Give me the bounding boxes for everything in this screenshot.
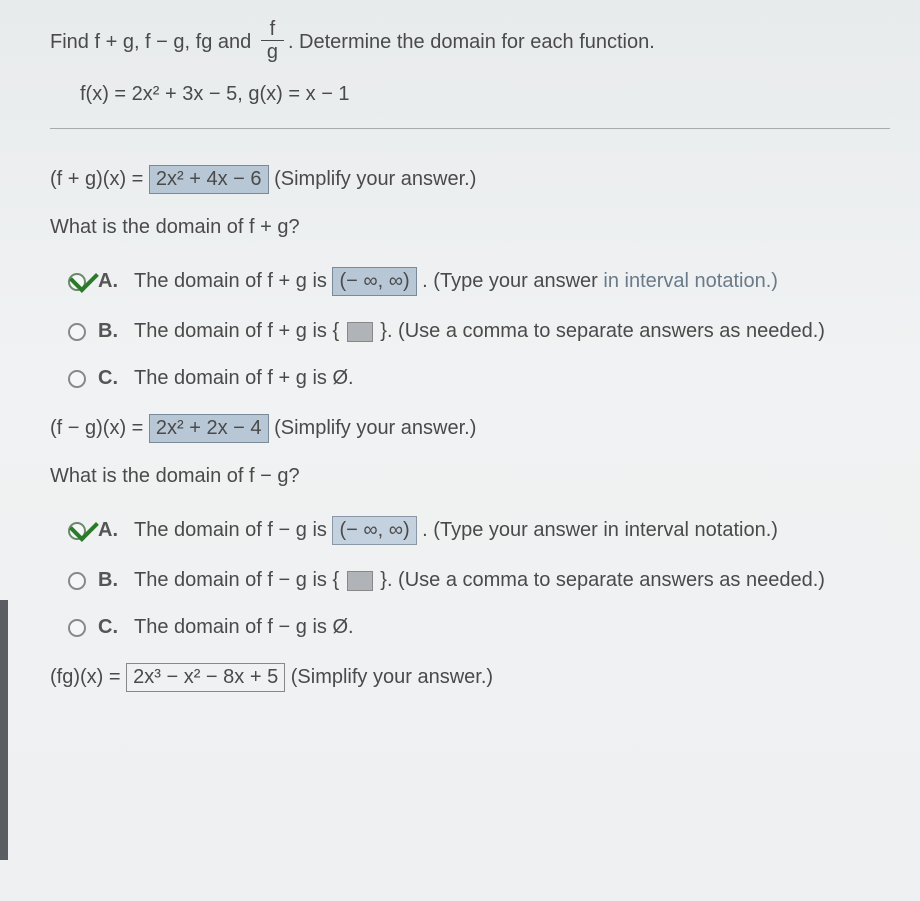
domain-question-2: What is the domain of f − g?: [50, 465, 890, 488]
intro-suffix: . Determine the domain for each function…: [288, 31, 655, 53]
option-text: The domain of f + g is Ø.: [134, 367, 890, 390]
fraction-numerator: f: [261, 18, 284, 41]
options-group-1: A. The domain of f + g is (− ∞, ∞) . (Ty…: [68, 267, 890, 390]
options-group-2: A. The domain of f − g is (− ∞, ∞) . (Ty…: [68, 516, 890, 639]
option-1b[interactable]: B. The domain of f + g is { }. (Use a co…: [68, 320, 890, 343]
option-1a[interactable]: A. The domain of f + g is (− ∞, ∞) . (Ty…: [68, 267, 890, 296]
fg-sum-lhs: (f + g)(x) =: [50, 168, 149, 190]
fg-diff-line: (f − g)(x) = 2x² + 2x − 4 (Simplify your…: [50, 414, 890, 443]
radio-icon[interactable]: [68, 572, 86, 590]
radio-icon[interactable]: [68, 370, 86, 388]
option-text: The domain of f − g is Ø.: [134, 616, 890, 639]
fg-prod-tail: (Simplify your answer.): [285, 666, 493, 688]
opt-text-c: The domain of f − g is Ø.: [134, 616, 354, 638]
brace-right: }: [375, 320, 387, 342]
opt-pre: The domain of f − g is: [134, 519, 332, 541]
option-1c[interactable]: C. The domain of f + g is Ø.: [68, 367, 890, 390]
domain-question-1: What is the domain of f + g?: [50, 216, 890, 239]
radio-icon[interactable]: [68, 619, 86, 637]
option-letter: A.: [98, 519, 122, 542]
fg-diff-answer[interactable]: 2x² + 2x − 4: [149, 414, 269, 443]
fraction-f-over-g: fg: [261, 18, 284, 63]
option-2b[interactable]: B. The domain of f − g is { }. (Use a co…: [68, 569, 890, 592]
opt-post: . (Use a comma to separate answers as ne…: [387, 320, 825, 342]
brace-left: {: [332, 569, 344, 591]
opt-text-c: The domain of f + g is Ø.: [134, 367, 354, 389]
opt-post: . (Use a comma to separate answers as ne…: [387, 569, 825, 591]
radio-checked-icon[interactable]: [68, 273, 86, 291]
opt-post: . (Type your answer: [417, 270, 604, 292]
fg-sum-line: (f + g)(x) = 2x² + 4x − 6 (Simplify your…: [50, 165, 890, 194]
radio-checked-icon[interactable]: [68, 522, 86, 540]
brace-left: {: [332, 320, 344, 342]
opt-post: . (Type your answer in interval notation…: [417, 519, 778, 541]
brace-right: }: [375, 569, 387, 591]
radio-icon[interactable]: [68, 323, 86, 341]
opt-pre: The domain of f − g is: [134, 569, 332, 591]
fg-diff-tail: (Simplify your answer.): [269, 417, 477, 439]
option-text: The domain of f + g is (− ∞, ∞) . (Type …: [134, 267, 890, 296]
divider: [50, 128, 890, 129]
fg-sum-tail: (Simplify your answer.): [269, 168, 477, 190]
fg-product-line: (fg)(x) = 2x³ − x² − 8x + 5 (Simplify yo…: [50, 663, 890, 692]
opt-hint: in interval notation.): [603, 270, 778, 292]
set-input-placeholder[interactable]: [347, 571, 373, 591]
intro-terms: f + g, f − g, fg and: [94, 31, 256, 53]
scroll-indicator: [0, 600, 8, 860]
fg-prod-lhs: (fg)(x) =: [50, 666, 126, 688]
option-2a[interactable]: A. The domain of f − g is (− ∞, ∞) . (Ty…: [68, 516, 890, 545]
option-letter: B.: [98, 569, 122, 592]
opt-pre: The domain of f + g is: [134, 270, 332, 292]
fg-prod-answer[interactable]: 2x³ − x² − 8x + 5: [126, 663, 285, 692]
set-input-placeholder[interactable]: [347, 322, 373, 342]
option-letter: C.: [98, 616, 122, 639]
option-text: The domain of f − g is (− ∞, ∞) . (Type …: [134, 516, 890, 545]
worksheet-page: Find f + g, f − g, fg and fg. Determine …: [0, 0, 920, 901]
problem-statement: Find f + g, f − g, fg and fg. Determine …: [50, 20, 890, 65]
intro-prefix: Find: [50, 31, 94, 53]
fraction-denominator: g: [261, 41, 284, 63]
opt-pre: The domain of f + g is: [134, 320, 332, 342]
fg-diff-lhs: (f − g)(x) =: [50, 417, 149, 439]
domain-answer-input[interactable]: (− ∞, ∞): [332, 516, 416, 545]
fg-sum-answer[interactable]: 2x² + 4x − 6: [149, 165, 269, 194]
option-text: The domain of f − g is { }. (Use a comma…: [134, 569, 890, 592]
option-2c[interactable]: C. The domain of f − g is Ø.: [68, 616, 890, 639]
option-letter: C.: [98, 367, 122, 390]
option-letter: B.: [98, 320, 122, 343]
domain-answer-input[interactable]: (− ∞, ∞): [332, 267, 416, 296]
option-letter: A.: [98, 270, 122, 293]
function-definitions: f(x) = 2x² + 3x − 5, g(x) = x − 1: [80, 83, 890, 106]
option-text: The domain of f + g is { }. (Use a comma…: [134, 320, 890, 343]
